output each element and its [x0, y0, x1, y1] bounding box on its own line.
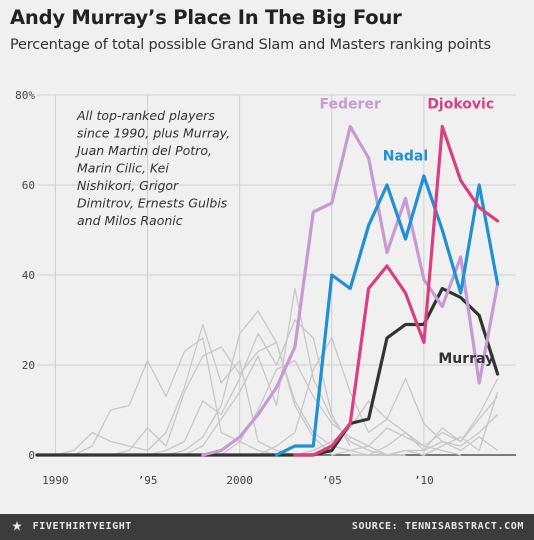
y-tick-label: 0 — [28, 449, 35, 462]
other-player-line — [184, 287, 388, 456]
other-player-line — [165, 310, 369, 456]
line-chart: 0 20 40 60 80% 1990 ’95 2000 ’05 ’10 Federer Nada… — [15, 89, 516, 487]
djokovic-line — [293, 124, 500, 457]
annotation-line: Dimitrov, Ernests Gulbis — [77, 196, 228, 211]
nadal-label: Nadal — [383, 148, 428, 164]
djokovic-label: Djokovic — [427, 97, 494, 113]
annotation-line: Marin Cilic, Kei — [77, 161, 169, 176]
other-player-line — [129, 319, 351, 456]
other-player-line — [37, 337, 295, 456]
y-tick-label: 20 — [22, 359, 35, 372]
annotation-line: Nishikori, Grigor — [77, 178, 179, 193]
y-tick-label: 60 — [22, 179, 35, 192]
y-tick-label: 40 — [22, 269, 35, 282]
annotation-line: and Milos Raonic — [77, 213, 183, 228]
y-axis: 0 20 40 60 80% — [15, 89, 35, 462]
other-player-line — [386, 391, 499, 456]
annotation-line: Juan Martin del Potro, — [74, 143, 212, 158]
x-tick-label: 2000 — [226, 474, 253, 487]
annotation-line: since 1990, plus Murray, — [77, 126, 230, 141]
big-four-series — [35, 124, 500, 457]
annotation-line: All top-ranked players — [76, 108, 215, 123]
series-labels: Federer Nadal Djokovic Murray — [320, 97, 495, 367]
chart-subtitle: Percentage of total possible Grand Slam … — [10, 37, 491, 53]
fivethirtyeight-logo-icon — [12, 521, 22, 531]
x-tick-label: 1990 — [42, 474, 69, 487]
chart-title: Andy Murray’s Place In The Big Four — [10, 6, 402, 29]
brand-name: FIVETHIRTYEIGHT — [32, 521, 132, 532]
x-tick-label: ’05 — [322, 474, 342, 487]
chart-annotation: All top-ranked players since 1990, plus M… — [74, 108, 230, 228]
federer-line — [201, 124, 500, 457]
murray-line — [35, 286, 500, 457]
other-player-line — [92, 341, 333, 456]
federer-label: Federer — [320, 97, 381, 113]
x-axis: 1990 ’95 2000 ’05 ’10 — [42, 474, 434, 487]
other-player-line — [294, 377, 498, 456]
x-tick-label: ’95 — [138, 474, 158, 487]
brand: FIVETHIRTYEIGHT — [10, 514, 132, 540]
other-player-line — [37, 323, 296, 456]
source-credit: SOURCE: TENNISABSTRACT.COM — [351, 521, 524, 532]
murray-label: Murray — [438, 351, 494, 367]
other-player-line — [202, 359, 406, 456]
nadal-line — [274, 174, 500, 457]
x-tick-label: ’10 — [414, 474, 434, 487]
y-tick-label: 80% — [15, 89, 35, 102]
footer-bar: FIVETHIRTYEIGHT SOURCE: TENNISABSTRACT.C… — [0, 514, 534, 540]
